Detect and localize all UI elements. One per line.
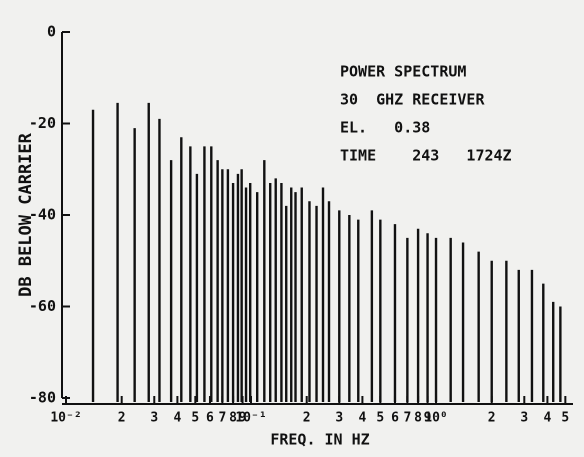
y-tick-label: -20 [29, 114, 56, 132]
x-tick-label: 6 [206, 411, 214, 426]
y-tick-label: 0 [47, 23, 56, 41]
x-tick-label: 4 [173, 411, 181, 426]
y-axis-label: DB BELOW CARRIER [16, 132, 36, 297]
x-tick-label: 4 [543, 411, 551, 426]
x-tick-label: 2 [303, 411, 311, 426]
x-tick-label: 7 [218, 411, 226, 426]
x-tick-label: 5 [376, 411, 384, 426]
annotation: TIME 243 1724Z [340, 147, 512, 165]
x-tick-label: 5 [561, 411, 569, 426]
x-tick-label: 2 [488, 411, 496, 426]
annotation: POWER SPECTRUM [340, 63, 466, 81]
x-tick-label: 10⁻² [50, 411, 81, 426]
x-tick-label: 9 [239, 411, 247, 426]
x-tick-label: 9 [424, 411, 432, 426]
x-tick-label: 7 [403, 411, 411, 426]
annotation: 30 GHZ RECEIVER [340, 91, 485, 109]
x-tick-label: 5 [191, 411, 199, 426]
x-tick-label: 10⁻¹ [235, 411, 266, 426]
x-tick-label: 3 [150, 411, 158, 426]
y-tick-label: -60 [29, 297, 56, 315]
x-tick-label: 6 [391, 411, 399, 426]
annotation: EL. 0.38 [340, 119, 430, 137]
x-tick-label: 8 [229, 411, 237, 426]
x-tick-label: 3 [520, 411, 528, 426]
x-axis-label: FREQ. IN HZ [270, 431, 369, 449]
y-tick-label: -80 [29, 389, 56, 407]
x-tick-label: 4 [358, 411, 366, 426]
x-tick-label: 3 [335, 411, 343, 426]
x-tick-label: 8 [414, 411, 422, 426]
y-tick-label: -40 [29, 206, 56, 224]
x-tick-label: 2 [118, 411, 126, 426]
x-tick-label: 10⁰ [424, 411, 447, 426]
